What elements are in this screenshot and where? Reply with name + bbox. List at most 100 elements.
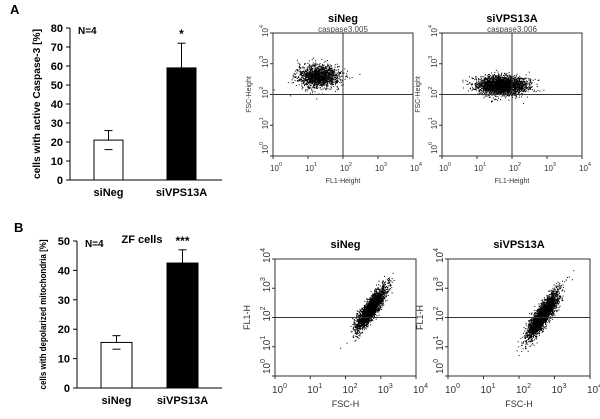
data-point	[492, 84, 493, 85]
data-point	[317, 67, 318, 68]
data-point	[493, 89, 494, 90]
data-point	[487, 81, 488, 82]
data-point	[494, 82, 495, 83]
data-point	[485, 84, 486, 85]
data-point	[320, 68, 321, 69]
data-point	[317, 78, 318, 79]
data-point	[306, 69, 307, 70]
data-point	[320, 70, 321, 71]
data-point	[475, 78, 476, 79]
data-point	[299, 63, 300, 64]
data-point	[505, 82, 506, 83]
data-point	[486, 88, 487, 89]
data-point	[315, 74, 316, 75]
data-point	[309, 87, 310, 88]
data-point	[306, 83, 307, 84]
data-point	[471, 90, 472, 91]
data-point	[388, 281, 389, 282]
data-point	[490, 83, 491, 84]
data-point	[496, 75, 497, 76]
data-point	[516, 95, 517, 96]
data-point	[507, 95, 508, 96]
data-point	[332, 69, 333, 70]
data-point	[473, 88, 474, 89]
data-point	[304, 68, 305, 69]
data-point	[462, 80, 463, 81]
data-point	[338, 72, 339, 73]
data-point	[384, 294, 385, 295]
data-point	[382, 282, 383, 283]
data-point	[323, 71, 324, 72]
data-point	[308, 77, 309, 78]
data-point	[318, 64, 319, 65]
data-point	[332, 70, 333, 71]
data-point	[475, 85, 476, 86]
data-point	[500, 92, 501, 93]
data-point	[518, 93, 519, 94]
data-point	[309, 77, 310, 78]
data-point	[503, 88, 504, 89]
data-point	[313, 87, 314, 88]
data-point	[303, 82, 304, 83]
data-point	[331, 65, 332, 66]
data-point	[312, 92, 313, 93]
data-point	[463, 87, 464, 88]
data-point	[309, 81, 310, 82]
data-point	[347, 71, 348, 72]
data-point	[487, 80, 488, 81]
data-point	[321, 75, 322, 76]
data-point	[388, 285, 389, 286]
data-point	[315, 81, 316, 82]
data-point	[521, 93, 522, 94]
flow-plot-b-1: siNeg100100101101102102103103104104FSC-H…	[242, 239, 428, 409]
x-tick-label: 101	[474, 162, 486, 173]
data-point	[515, 77, 516, 78]
data-point	[313, 85, 314, 86]
data-point	[523, 88, 524, 89]
data-point	[318, 76, 319, 77]
data-point	[389, 279, 390, 280]
data-point	[529, 85, 530, 86]
data-point	[506, 96, 507, 97]
data-point	[514, 77, 515, 78]
data-point	[503, 78, 504, 79]
data-point	[379, 281, 380, 282]
data-point	[340, 80, 341, 81]
y-tick-label: 20	[51, 137, 63, 149]
data-point	[495, 75, 496, 76]
data-point	[509, 88, 510, 89]
data-point	[339, 82, 340, 83]
data-point	[382, 303, 383, 304]
data-point	[476, 81, 477, 82]
data-point	[532, 89, 533, 90]
data-point	[471, 84, 472, 85]
data-point	[338, 81, 339, 82]
data-point	[507, 79, 508, 80]
data-point	[315, 63, 316, 64]
data-point	[501, 77, 502, 78]
data-point	[320, 82, 321, 83]
data-point	[316, 80, 317, 81]
data-point	[333, 69, 334, 70]
data-point	[503, 91, 504, 92]
y-tick-label: 10	[58, 354, 70, 366]
data-point	[488, 81, 489, 82]
data-point	[537, 86, 538, 87]
data-point	[530, 79, 531, 80]
data-point	[324, 62, 325, 63]
data-point	[293, 75, 294, 76]
data-point	[495, 91, 496, 92]
data-point	[311, 65, 312, 66]
data-point	[315, 60, 316, 61]
data-point	[334, 75, 335, 76]
data-point	[496, 90, 497, 91]
y-tick-label: 20	[58, 324, 70, 336]
x-tick-exponent: 4	[588, 162, 591, 168]
x-category-label: siNeg	[102, 395, 132, 407]
data-point	[538, 80, 539, 81]
data-point	[524, 85, 525, 86]
flow-plot-a-2: siVPS13Acaspase3.00610010010110110210210…	[415, 13, 591, 185]
data-point	[327, 72, 328, 73]
data-point	[478, 81, 479, 82]
